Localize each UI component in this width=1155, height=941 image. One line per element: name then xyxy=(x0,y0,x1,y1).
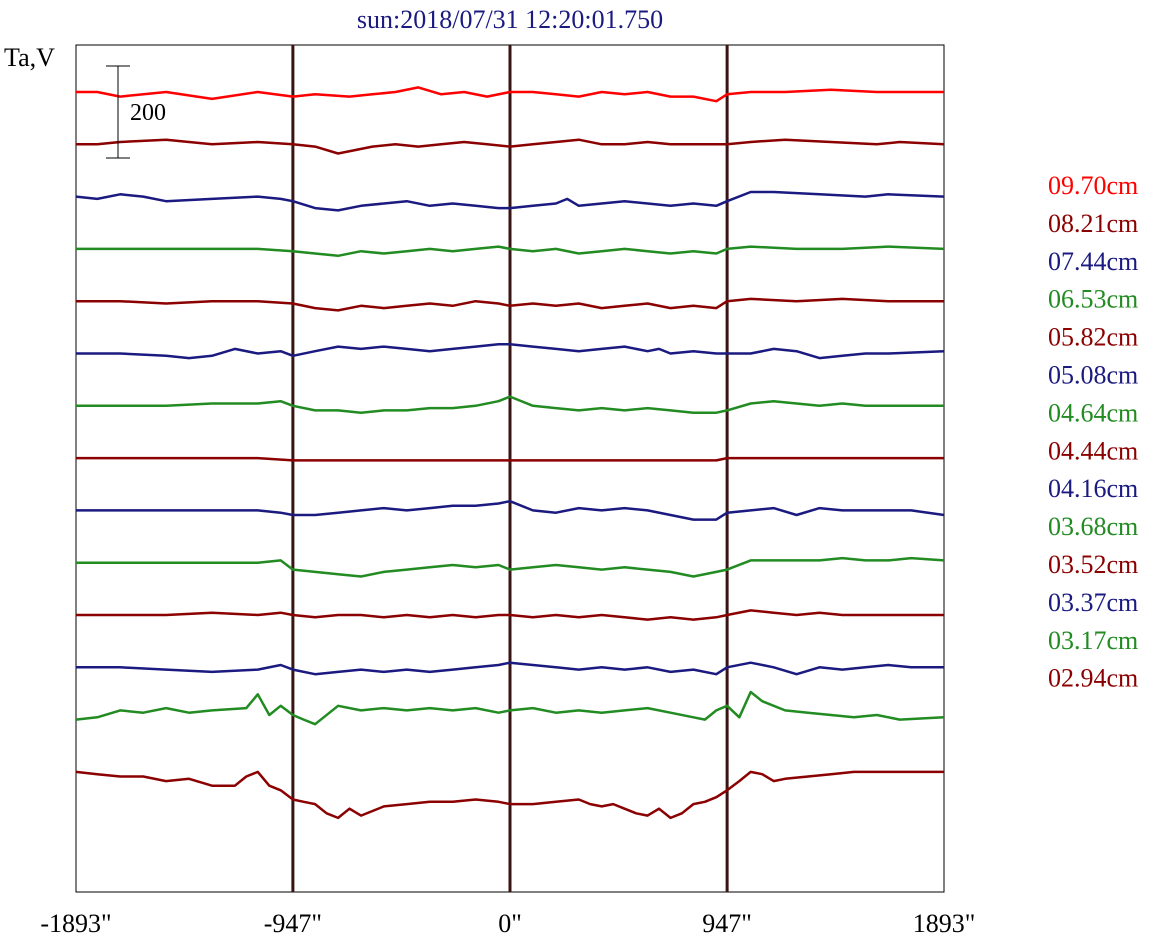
legend-entry: 04.16cm xyxy=(1048,474,1138,503)
series-line-08.21cm xyxy=(76,138,945,155)
legend-entry: 03.52cm xyxy=(1048,550,1138,579)
series-line-03.68cm xyxy=(76,556,945,578)
legend: 09.70cm 08.21cm 07.44cm 06.53cm 05.82cm 05.08… xyxy=(1048,171,1138,693)
legend-entry: 04.64cm xyxy=(1048,398,1138,427)
series-line-09.70cm xyxy=(76,86,944,103)
legend-entry: 05.82cm xyxy=(1048,323,1138,352)
legend-entry: 08.21cm xyxy=(1048,209,1138,238)
series-line-04.64cm xyxy=(76,395,944,414)
series-lines xyxy=(75,86,945,820)
legend-entry: 04.44cm xyxy=(1048,436,1138,465)
series-line-06.53cm xyxy=(76,245,945,258)
legend-entry: 06.53cm xyxy=(1048,285,1138,314)
legend-entry: 07.44cm xyxy=(1048,247,1138,276)
vertical-markers xyxy=(291,45,729,892)
y-axis-label: Ta,V xyxy=(4,43,55,72)
series-line-05.82cm xyxy=(76,297,944,312)
scale-bar-label: 200 xyxy=(130,100,166,126)
legend-entry: 09.70cm xyxy=(1048,171,1138,200)
series-line-04.16cm xyxy=(76,499,945,521)
legend-entry: 03.37cm xyxy=(1048,588,1138,617)
legend-entry: 03.17cm xyxy=(1048,626,1138,655)
legend-entry: 05.08cm xyxy=(1048,361,1138,390)
series-line-03.37cm xyxy=(76,661,944,676)
x-tick-label: 947" xyxy=(702,909,752,938)
x-tick-label: -947" xyxy=(264,909,322,938)
legend-entry: 03.68cm xyxy=(1048,512,1138,541)
chart-title: sun:2018/07/31 12:20:01.750 xyxy=(357,5,663,34)
x-tick-label: -1893" xyxy=(40,909,111,938)
series-line-03.52cm xyxy=(76,609,944,621)
scale-bar: 200 xyxy=(106,65,166,159)
series-line-07.44cm xyxy=(75,190,945,212)
x-tick-label: 1893" xyxy=(913,909,976,938)
x-tick-labels: -1893" -947" 0" 947" 1893" xyxy=(40,909,975,938)
x-tick-label: 0" xyxy=(498,909,522,938)
series-line-04.44cm xyxy=(76,456,944,462)
series-line-02.94cm xyxy=(75,770,944,820)
series-line-05.08cm xyxy=(76,343,945,360)
series-line-03.17cm xyxy=(75,690,945,726)
legend-entry: 02.94cm xyxy=(1048,664,1138,693)
